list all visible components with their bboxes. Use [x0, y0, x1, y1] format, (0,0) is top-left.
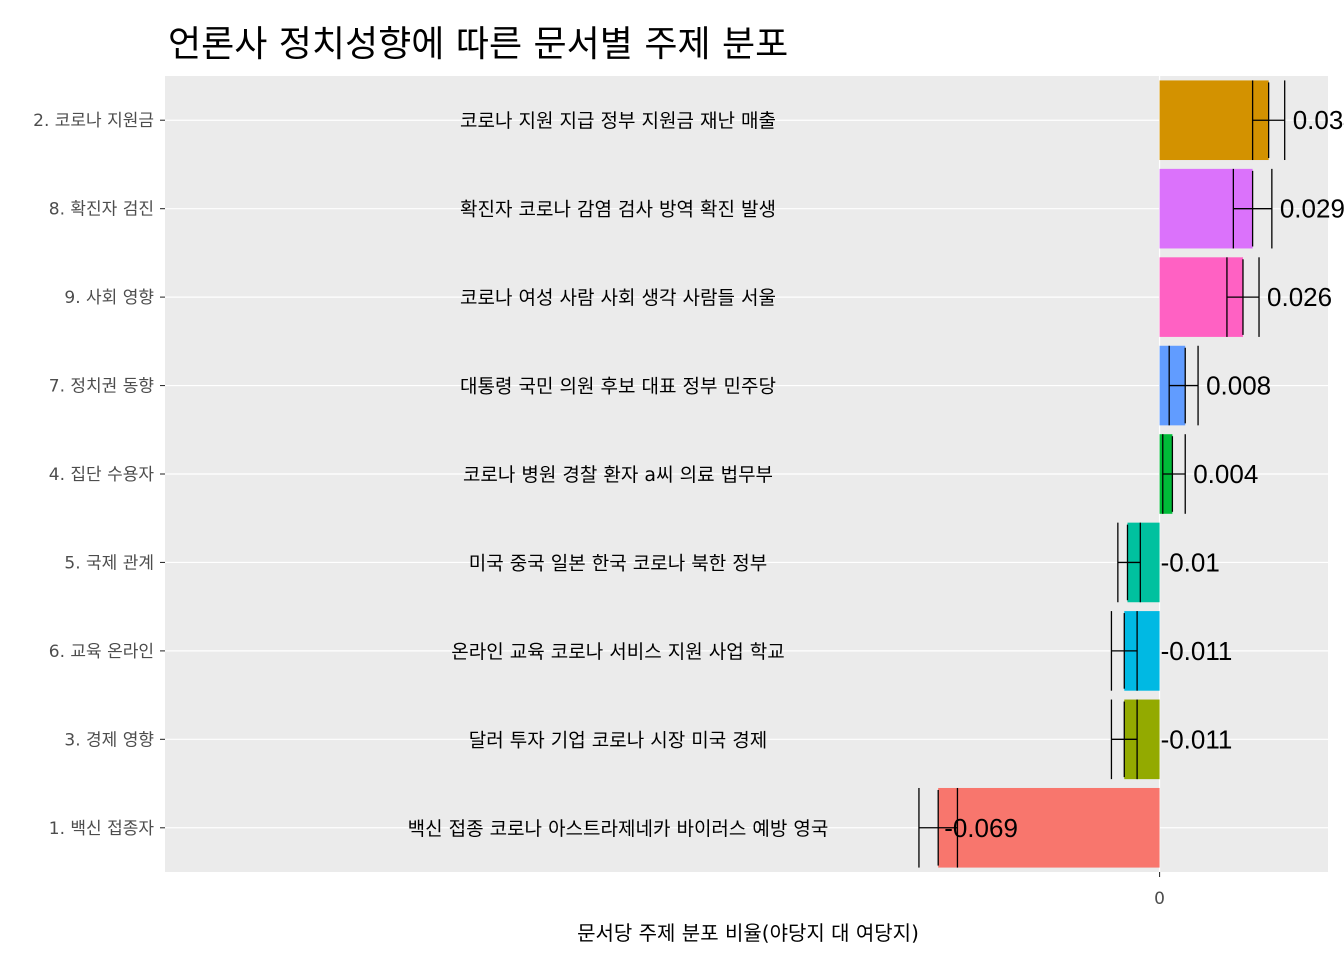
term-label: 달러 투자 기업 코로나 시장 미국 경제	[469, 729, 767, 751]
term-label: 온라인 교육 코로나 서비스 지원 사업 학교	[451, 641, 784, 663]
value-label: 0.026	[1267, 282, 1332, 312]
term-label: 코로나 여성 사람 사회 생각 사람들 서울	[460, 287, 776, 309]
value-label: -0.069	[944, 813, 1018, 843]
term-label: 확진자 코로나 감염 검사 방역 확진 발생	[460, 199, 776, 221]
y-tick-label: 2. 코로나 지원금	[33, 111, 154, 131]
bar	[938, 787, 1160, 868]
chart-title: 언론사 정치성향에 따른 문서별 주제 분포	[168, 24, 788, 65]
y-tick-label: 5. 국제 관계	[64, 553, 154, 573]
value-labels: 0.034 0.029 0.026 0.008 0.004 -0.01 -0.011 -0.0…	[944, 105, 1344, 843]
error-bars	[918, 80, 1286, 868]
value-label: -0.01	[1161, 547, 1220, 577]
bar	[1159, 80, 1269, 161]
value-label: 0.034	[1293, 105, 1344, 135]
y-tick-label: 7. 정치권 동향	[49, 377, 154, 397]
x-axis: 0	[1154, 872, 1165, 909]
term-label: 미국 중국 일본 한국 코로나 북한 정부	[469, 552, 767, 574]
y-tick-label: 6. 교육 온라인	[49, 642, 154, 662]
x-axis-label: 문서당 주제 분포 비율(야당지 대 여당지)	[577, 921, 919, 945]
term-label: 코로나 지원 지급 정부 지원금 재난 매출	[460, 110, 776, 132]
term-label: 대통령 국민 의원 후보 대표 정부 민주당	[460, 376, 776, 398]
x-tick-label: 0	[1154, 889, 1165, 909]
y-axis: 2. 코로나 지원금 8. 확진자 검진 9. 사회 영향 7. 정치권 동향 4. 집…	[33, 111, 165, 839]
value-label: 0.029	[1280, 194, 1344, 224]
value-label: -0.011	[1161, 724, 1233, 754]
value-label: -0.011	[1161, 636, 1233, 666]
y-tick-label: 8. 확진자 검진	[49, 200, 154, 220]
y-tick-label: 3. 경제 영향	[64, 730, 154, 750]
y-tick-label: 9. 사회 영향	[64, 288, 154, 308]
value-label: 0.004	[1193, 459, 1258, 489]
y-tick-label: 4. 집단 수용자	[49, 465, 155, 485]
y-tick-label: 1. 백신 접종자	[49, 819, 155, 839]
term-label: 백신 접종 코로나 아스트라제네카 바이러스 예방 영국	[408, 818, 829, 840]
term-label: 코로나 병원 경찰 환자 a씨 의료 법무부	[463, 464, 773, 486]
value-label: 0.008	[1206, 371, 1271, 401]
